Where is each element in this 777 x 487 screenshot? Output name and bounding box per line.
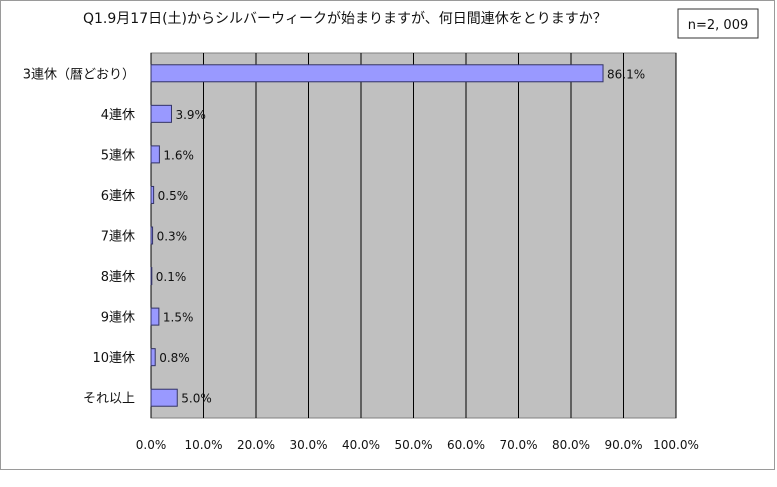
x-axis-tick-labels: 0.0% 10.0% 20.0% 30.0% 40.0% 50.0% 60.0% 70.0% 8… bbox=[136, 438, 699, 452]
sample-size-box: n=2, 009 bbox=[677, 8, 759, 39]
bar bbox=[150, 185, 155, 204]
value-label: 0.3% bbox=[157, 230, 188, 244]
chart-title: Q1.9月17日(土)からシルバーウィークが始まりますが、何日間連休をとりますか… bbox=[83, 11, 607, 27]
x-tick-label: 30.0% bbox=[289, 438, 327, 452]
x-tick-label: 10.0% bbox=[184, 438, 222, 452]
bar bbox=[150, 267, 153, 286]
value-label: 0.5% bbox=[158, 189, 189, 203]
bar bbox=[150, 307, 160, 326]
chart-frame: Q1.9月17日(土)からシルバーウィークが始まりますが、何日間連休をとりますか… bbox=[0, 0, 775, 470]
value-label: 1.6% bbox=[163, 148, 194, 162]
x-tick-label: 20.0% bbox=[237, 438, 275, 452]
value-labels: 86.1% 3.9% 1.6% 0.5% 0.3% 0.1% 1.5% 0.8% 5.0% bbox=[156, 67, 645, 405]
x-tick-label: 90.0% bbox=[604, 438, 642, 452]
value-label: 3.9% bbox=[175, 108, 206, 122]
x-tick-label: 0.0% bbox=[136, 438, 167, 452]
category-label: 7連休 bbox=[101, 230, 135, 245]
bar bbox=[150, 104, 172, 123]
value-label: 0.8% bbox=[159, 351, 190, 365]
category-label: 3連休（暦どおり） bbox=[23, 67, 135, 82]
bar bbox=[150, 64, 604, 83]
category-label: 4連休 bbox=[101, 108, 135, 123]
category-label: 8連休 bbox=[101, 270, 135, 285]
bars bbox=[150, 64, 604, 407]
x-tick-label: 80.0% bbox=[552, 438, 590, 452]
category-label: それ以上 bbox=[83, 392, 135, 407]
value-label: 86.1% bbox=[607, 67, 645, 81]
value-label: 0.1% bbox=[156, 270, 187, 284]
value-label: 1.5% bbox=[163, 311, 194, 325]
x-tick-label: 60.0% bbox=[447, 438, 485, 452]
value-label: 5.0% bbox=[181, 392, 212, 406]
category-label: 9連休 bbox=[101, 311, 135, 326]
gridlines bbox=[150, 53, 677, 418]
sample-size-label: n=2, 009 bbox=[688, 18, 748, 33]
category-label: 10連休 bbox=[92, 351, 135, 366]
x-tick-label: 100.0% bbox=[653, 438, 699, 452]
x-tick-label: 50.0% bbox=[394, 438, 432, 452]
bar bbox=[150, 348, 156, 367]
category-label: 5連休 bbox=[101, 148, 135, 163]
category-label: 6連休 bbox=[101, 189, 135, 204]
bar bbox=[150, 388, 178, 407]
bar bbox=[150, 145, 160, 164]
bar bbox=[150, 226, 154, 245]
x-tick-label: 70.0% bbox=[499, 438, 537, 452]
x-tick-label: 40.0% bbox=[342, 438, 380, 452]
